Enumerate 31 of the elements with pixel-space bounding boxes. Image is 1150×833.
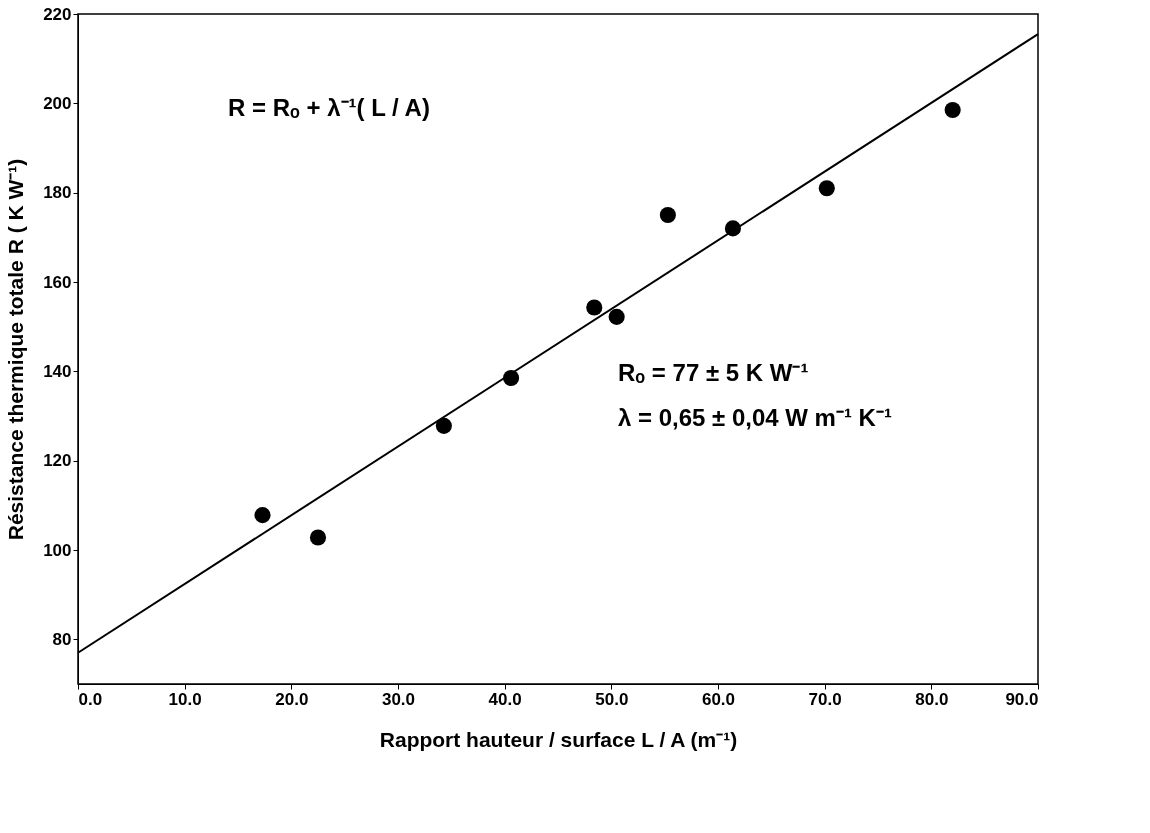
x-tick-label: 40.0 (488, 689, 522, 709)
point (309, 529, 327, 546)
y-tick-label: 220 (43, 4, 72, 24)
point (435, 417, 452, 434)
y-tick-label: 160 (43, 272, 72, 292)
y-axis-title: Résistance thermique totale R ( K W⁻¹) (4, 158, 28, 541)
x-tick-label: 90.0 (1005, 689, 1039, 709)
point (608, 308, 625, 325)
x-tick-label: 60.0 (701, 689, 736, 709)
annotation: λ = 0,65 ± 0,04 W m⁻¹ K⁻¹ (618, 404, 892, 431)
y-tick-label: 140 (43, 361, 72, 381)
y-tick-label: 80 (52, 629, 72, 649)
x-tick-label: 20.0 (275, 689, 309, 709)
y-tick-label: 200 (43, 93, 72, 113)
annotation: R = Rₒ + λ⁻¹( L / A) (228, 94, 430, 121)
x-tick-label: 50.0 (595, 689, 629, 709)
x-tick-label: 80.0 (915, 689, 949, 709)
annotation: Rₒ = 77 ± 5 K W⁻¹ (618, 359, 809, 386)
point (254, 507, 271, 524)
point (659, 206, 676, 224)
point (944, 101, 961, 119)
y-tick-label: 100 (43, 540, 72, 560)
y-tick-label: 180 (43, 183, 72, 203)
point (818, 180, 835, 197)
x-tick-label: 0.0 (78, 689, 103, 709)
y-tick-label: 120 (43, 451, 72, 471)
x-tick-label: 10.0 (168, 689, 202, 709)
x-tick-label: 70.0 (808, 689, 842, 709)
x-tick-label: 30.0 (381, 689, 416, 709)
x-axis-title: Rapport hauteur / surface L / A (m⁻¹) (379, 727, 738, 751)
point (586, 299, 603, 316)
